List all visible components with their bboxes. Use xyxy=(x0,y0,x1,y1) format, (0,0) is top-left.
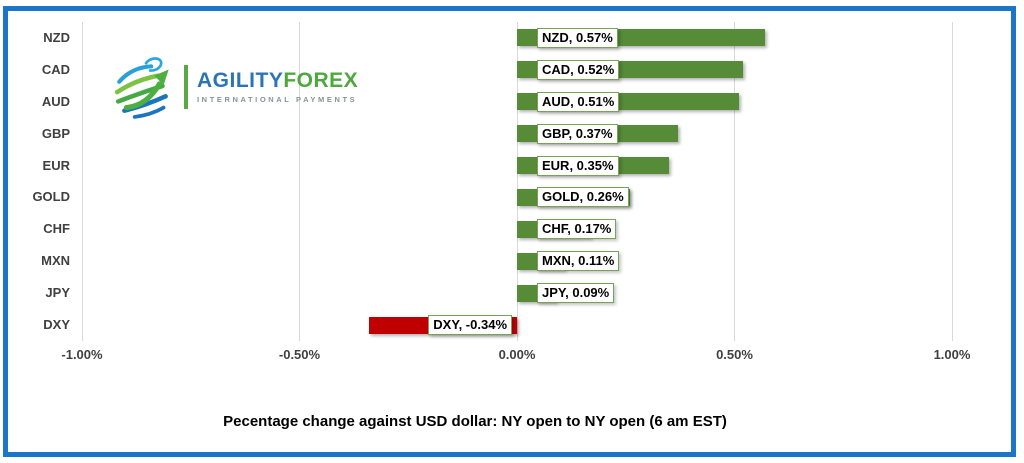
gridline-2 xyxy=(516,22,518,341)
x-axis-tick-label-1: -0.50% xyxy=(278,347,321,362)
category-label-nzd: NZD xyxy=(43,29,70,45)
gridline-4 xyxy=(951,22,953,341)
logo-separator xyxy=(184,65,188,109)
data-label-cad: CAD, 0.52% xyxy=(537,59,620,80)
logo-tagline: INTERNATIONAL PAYMENTS xyxy=(197,95,358,104)
logo-brand-text: AGILITYFOREX xyxy=(197,70,358,92)
chart-title: Pecentage change against USD dollar: NY … xyxy=(223,413,727,430)
data-label-dxy: DXY, -0.34% xyxy=(428,315,512,336)
gridline-1 xyxy=(299,22,300,341)
data-label-nzd: NZD, 0.57% xyxy=(537,27,618,48)
x-axis-tick-label-4: 1.00% xyxy=(933,347,971,362)
data-label-gbp: GBP, 0.37% xyxy=(537,123,618,144)
data-label-eur: EUR, 0.35% xyxy=(537,155,619,176)
x-axis-tick-label-0: -1.00% xyxy=(61,347,103,362)
gridline-3 xyxy=(734,22,735,341)
category-label-gbp: GBP xyxy=(41,125,70,141)
category-label-chf: CHF xyxy=(43,221,70,237)
x-axis-tick-label-3: 0.50% xyxy=(716,347,753,362)
data-label-aud: AUD, 0.51% xyxy=(537,91,620,112)
logo-brand-agility: AGILITY xyxy=(197,69,284,92)
category-label-eur: EUR xyxy=(42,157,70,173)
gridline-0 xyxy=(81,22,83,341)
x-axis-tick-label-2: 0.00% xyxy=(498,347,536,362)
data-label-jpy: JPY, 0.09% xyxy=(537,283,615,304)
category-label-cad: CAD xyxy=(41,61,70,77)
category-label-aud: AUD xyxy=(41,93,70,109)
globe-arrow-icon xyxy=(114,57,169,119)
logo-brand-forex: FOREX xyxy=(283,69,359,92)
data-label-chf: CHF, 0.17% xyxy=(537,219,617,240)
category-label-jpy: JPY xyxy=(45,285,70,301)
category-label-gold: GOLD xyxy=(32,189,70,205)
data-label-gold: GOLD, 0.26% xyxy=(537,187,629,208)
data-label-mxn: MXN, 0.11% xyxy=(537,251,620,272)
category-label-dxy: DXY xyxy=(43,317,70,333)
category-label-mxn: MXN xyxy=(41,253,70,269)
agilityforex-logo: AGILITYFOREX INTERNATIONAL PAYMENTS xyxy=(112,54,358,120)
